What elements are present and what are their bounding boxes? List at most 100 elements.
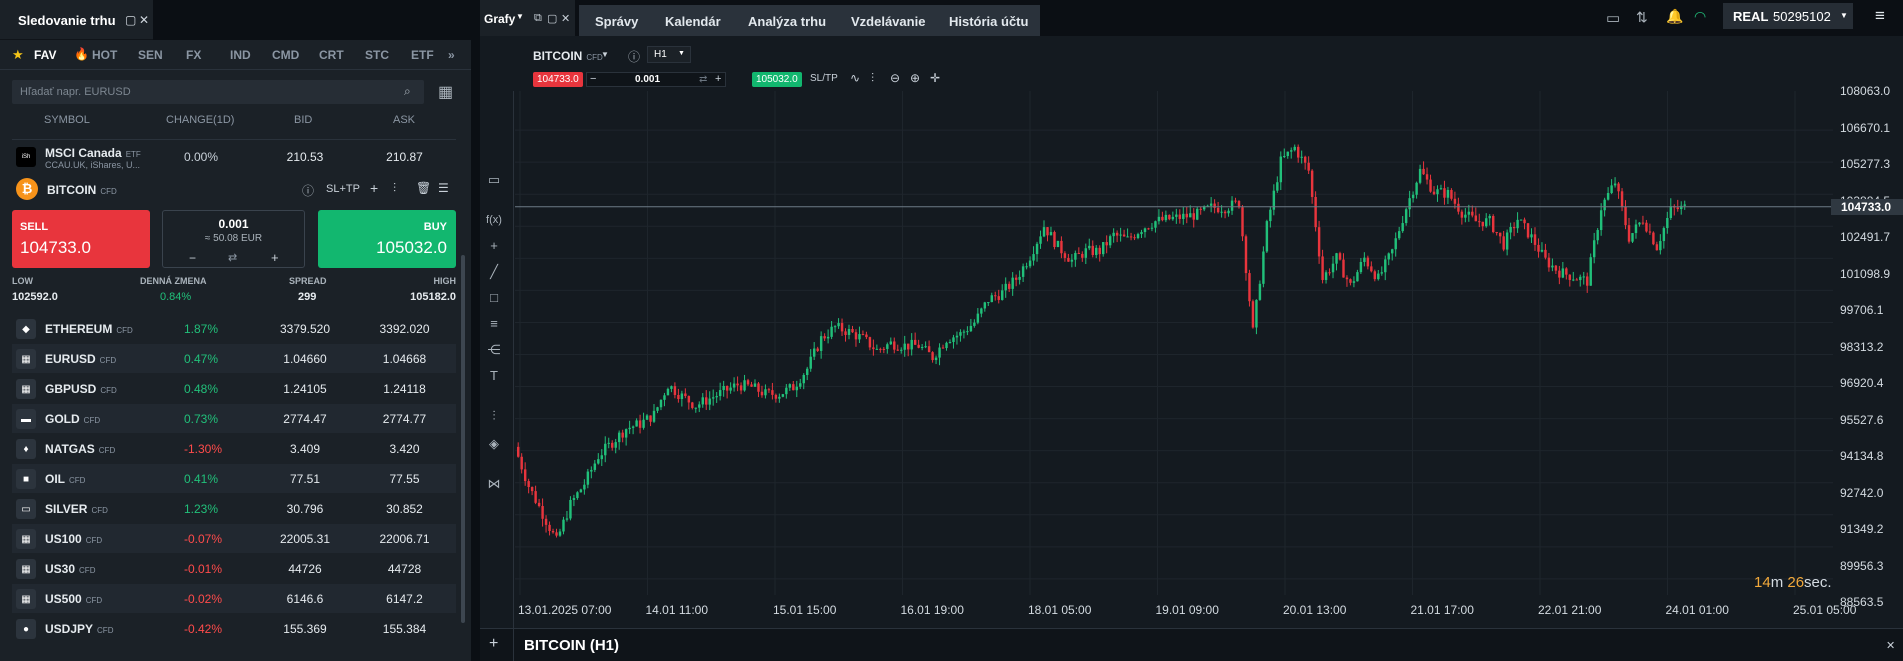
charts-tab[interactable]: Grafy ▼ ⧉ ▢ ✕ (480, 0, 575, 36)
trash-icon[interactable]: 🗑 (416, 181, 432, 195)
bell-icon[interactable]: 🔔 (1666, 8, 1684, 24)
candle-body (879, 348, 882, 350)
chart-sltp[interactable]: SL/TP (810, 73, 838, 84)
tab-fx[interactable]: FX (186, 48, 202, 62)
candle-body (938, 347, 941, 358)
screenshot-tool-icon[interactable]: ▭ (487, 172, 501, 187)
chart-volume-plus[interactable]: + (715, 73, 722, 85)
chart-symbol[interactable]: BITCOIN CFD (533, 49, 603, 63)
menu-spravy[interactable]: Správy (595, 14, 639, 29)
tab-etf[interactable]: ETF (411, 48, 434, 62)
pitchfork-tool-icon[interactable]: ⋲ (487, 342, 501, 357)
line-tool-icon[interactable]: ╱ (490, 264, 498, 279)
close-icon[interactable]: ✕ (139, 13, 150, 27)
zoom-in-icon[interactable]: ⊕ (910, 71, 921, 85)
candle-body (889, 341, 893, 345)
candle-body (893, 341, 896, 350)
volume-plus-button[interactable]: + (271, 250, 279, 265)
list-item[interactable]: ▭ SILVER CFD 1.23% 30.796 30.852 (12, 494, 456, 523)
maximize-chart-icon[interactable]: ▢ (547, 13, 558, 25)
chart-tab-title[interactable]: BITCOIN (H1) (524, 637, 619, 654)
chart-icon[interactable]: ⫶ (393, 181, 397, 195)
candle-body (1432, 191, 1436, 195)
scrollbar[interactable] (461, 255, 465, 623)
function-tool-icon[interactable]: f(x) (486, 214, 502, 226)
list-item[interactable]: ◆ ETHEREUM CFD 1.87% 3379.520 3392.020 (12, 314, 456, 343)
tab-hot[interactable]: HOT (92, 48, 118, 62)
hamburger-menu-icon[interactable]: ≡ (1875, 6, 1885, 25)
zoom-out-icon[interactable]: ⊖ (890, 71, 901, 85)
menu-analyza[interactable]: Analýza trhu (748, 14, 827, 29)
instrument-change: 0.73% (184, 412, 219, 426)
tab-fav[interactable]: FAV (34, 48, 57, 62)
add-chart-icon[interactable]: + (489, 635, 499, 652)
volume-value[interactable]: 0.001 (218, 217, 249, 231)
tab-stc[interactable]: STC (365, 48, 389, 62)
buy-button[interactable]: BUY 105032.0 (318, 210, 456, 268)
share-icon[interactable]: ⋈ (487, 476, 501, 491)
fibonacci-tool-icon[interactable]: ≡ (490, 316, 498, 331)
list-item[interactable]: ▦ EURUSD CFD 0.47% 1.04660 1.04668 (12, 344, 456, 373)
chart-volume-minus[interactable]: − (590, 73, 597, 85)
tabs-scroll-right-icon[interactable]: » (448, 48, 455, 62)
candle-body (1551, 265, 1554, 268)
chart-sell-button[interactable]: 104733.0 (533, 72, 583, 87)
candle-body (1359, 261, 1363, 273)
rectangle-tool-icon[interactable]: □ (490, 290, 498, 305)
chart-volume-swap-icon[interactable]: ⇄ (699, 74, 708, 85)
add-icon[interactable]: + (370, 180, 379, 196)
popout-icon[interactable]: ⧉ (534, 12, 542, 24)
layout-icon[interactable]: ▭ (1606, 10, 1621, 27)
sell-button[interactable]: SELL 104733.0 (12, 210, 150, 268)
menu-historia[interactable]: História účtu (949, 14, 1029, 29)
candle-body (1171, 216, 1175, 220)
close-chart-tab-icon[interactable]: ✕ (1886, 640, 1896, 652)
list-item[interactable]: ● USDJPY CFD -0.42% 155.369 155.384 (12, 614, 456, 643)
chart-buy-button[interactable]: 105032.0 (752, 72, 802, 87)
candle-body (1321, 256, 1324, 280)
tab-ind[interactable]: IND (230, 48, 251, 62)
crosshair-tool-icon[interactable]: + (490, 238, 498, 253)
list-item[interactable]: ▬ GOLD CFD 0.73% 2774.47 2774.77 (12, 404, 456, 433)
grid-view-icon[interactable]: ▦ (438, 84, 454, 101)
timeframe-select[interactable]: H1 ▼ (647, 46, 691, 63)
y-tick-label: 108063.0 (1840, 84, 1891, 98)
volume-minus-button[interactable]: − (189, 251, 197, 265)
maximize-icon[interactable]: ▢ (125, 13, 137, 27)
search-icon[interactable]: ⌕ (404, 84, 411, 98)
list-item[interactable]: ▦ US500 CFD -0.02% 6146.6 6147.2 (12, 584, 456, 613)
deposit-icon[interactable]: ⇅ (1636, 9, 1648, 25)
search-input[interactable] (20, 84, 380, 100)
info-icon[interactable]: ⓘ (302, 184, 315, 198)
close-chart-icon[interactable]: ✕ (561, 13, 571, 25)
candle-body (1262, 251, 1265, 284)
symbol-dropdown-icon[interactable]: ▼ (601, 50, 609, 59)
account-selector[interactable]: REAL 50295102 ▼ (1723, 3, 1853, 29)
layers-icon[interactable]: ◈ (489, 436, 499, 451)
candles-icon[interactable]: ⫶ (871, 71, 875, 85)
list-item[interactable]: ▦ US30 CFD -0.01% 44726 44728 (12, 554, 456, 583)
sltp-button[interactable]: SL+TP (326, 183, 360, 195)
candle-body (1091, 245, 1094, 255)
chart-volume-value[interactable]: 0.001 (635, 74, 661, 85)
list-item[interactable]: ▦ US100 CFD -0.07% 22005.31 22006.71 (12, 524, 456, 553)
list-item[interactable]: ♦ NATGAS CFD -1.30% 3.409 3.420 (12, 434, 456, 463)
tab-sen[interactable]: SEN (138, 48, 163, 62)
tab-crt[interactable]: CRT (319, 48, 344, 62)
list-item-msci[interactable]: iSh MSCI Canada ETF CCAU.UK, iShares, U..… (12, 142, 456, 172)
text-tool-icon[interactable]: T (490, 368, 498, 383)
candle-body (1509, 226, 1512, 233)
indicator-icon[interactable]: ∿ (850, 71, 861, 85)
list-item[interactable]: ▦ GBPUSD CFD 0.48% 1.24105 1.24118 (12, 374, 456, 403)
candlestick-chart[interactable] (515, 91, 1833, 595)
swap-icon[interactable]: ⇄ (228, 252, 238, 264)
menu-kalendar[interactable]: Kalendár (665, 14, 721, 29)
crosshair-icon[interactable]: ✛ (930, 71, 941, 85)
indicator-settings-icon[interactable]: ⫶ (492, 408, 496, 423)
list-item[interactable]: ■ OIL CFD 0.41% 77.51 77.55 (12, 464, 456, 493)
chart-info-icon[interactable]: ⓘ (628, 50, 641, 64)
instrument-name: NATGAS CFD (45, 442, 116, 456)
tab-cmd[interactable]: CMD (272, 48, 300, 62)
order-settings-icon[interactable]: ☰ (438, 181, 449, 195)
menu-vzdelavanie[interactable]: Vzdelávanie (851, 14, 926, 29)
